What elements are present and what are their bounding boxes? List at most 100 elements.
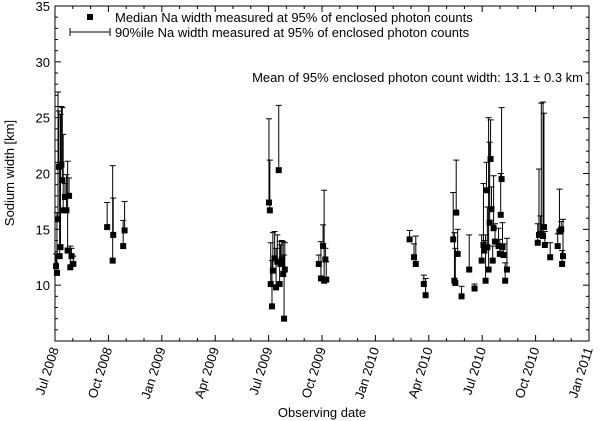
x-tick-label: Jan 2009	[138, 345, 169, 401]
data-point	[482, 277, 489, 284]
y-tick-label: 20	[36, 167, 50, 182]
data-point	[276, 281, 283, 288]
data-point	[489, 257, 496, 264]
axis-ticks	[54, 5, 590, 342]
x-tick-label: Oct 2008	[85, 345, 116, 400]
data-point	[560, 253, 567, 260]
data-point	[490, 225, 497, 232]
mean-annotation: Mean of 95% enclosed photon count width:…	[252, 70, 583, 85]
data-point	[278, 256, 285, 263]
data-point	[483, 187, 490, 194]
data-point	[109, 257, 116, 264]
data-point	[458, 293, 465, 300]
data-point	[56, 253, 63, 260]
data-point	[271, 255, 278, 262]
data-point	[452, 279, 459, 286]
data-point	[488, 206, 495, 213]
data-point	[540, 224, 547, 231]
data-point	[559, 260, 566, 267]
data-point	[273, 284, 280, 291]
data-point	[420, 281, 427, 288]
data-point	[481, 247, 488, 254]
data-point	[558, 226, 565, 233]
data-point	[281, 266, 288, 273]
data-point	[59, 177, 66, 184]
data-point	[547, 254, 554, 261]
x-tick-label: Apr 2010	[405, 345, 436, 400]
data-series	[53, 91, 567, 322]
data-point	[265, 199, 272, 206]
data-point	[499, 244, 506, 251]
data-point	[64, 247, 71, 254]
data-point	[266, 207, 273, 214]
data-point	[412, 260, 419, 267]
data-point	[502, 277, 509, 284]
data-point	[486, 219, 493, 226]
data-point	[406, 236, 413, 243]
y-tick-label: 25	[36, 111, 50, 126]
x-tick-label: Oct 2009	[298, 345, 329, 400]
data-point	[454, 250, 461, 257]
data-point	[323, 276, 330, 283]
x-tick-label: Jan 2010	[351, 345, 382, 401]
plot-frame	[54, 5, 590, 342]
data-point	[53, 269, 60, 276]
data-point	[55, 216, 62, 223]
data-point	[70, 260, 77, 267]
legend-entry-median: Median Na width measured at 95% of enclo…	[115, 10, 473, 25]
y-tick-label: 30	[36, 55, 50, 70]
data-point	[60, 207, 67, 214]
data-point	[495, 243, 502, 250]
x-tick-label: Jul 2008	[32, 345, 61, 396]
data-point	[466, 266, 473, 273]
y-axis-title: Sodium width [km]	[2, 120, 17, 226]
data-point	[498, 176, 505, 183]
data-point	[541, 241, 548, 248]
data-point	[534, 239, 541, 246]
data-point	[554, 243, 561, 250]
data-point	[63, 207, 70, 214]
data-point	[275, 167, 282, 174]
data-point	[484, 244, 491, 251]
data-point	[121, 227, 128, 234]
data-point	[269, 267, 276, 274]
data-point	[500, 252, 507, 259]
data-point	[277, 260, 284, 267]
data-point	[267, 281, 274, 288]
data-point	[471, 285, 478, 292]
data-point	[66, 192, 73, 199]
x-tick-label: Jul 2009	[246, 345, 275, 396]
data-point	[411, 254, 418, 261]
x-tick-labels: Jul 2008 Oct 2008 Jan 2009 Apr 2009 Jul 2009…	[32, 345, 595, 401]
data-point	[280, 271, 287, 277]
data-point	[281, 315, 288, 322]
data-point	[497, 211, 504, 218]
legend: Median Na width measured at 95% of enclo…	[69, 10, 473, 40]
data-point	[487, 155, 494, 162]
y-tick-label: 10	[36, 278, 50, 293]
data-point	[492, 238, 499, 245]
data-point	[480, 241, 487, 248]
data-point	[53, 263, 60, 270]
data-point	[478, 257, 485, 264]
data-point	[268, 303, 275, 310]
data-point	[453, 209, 460, 216]
data-point	[540, 233, 547, 240]
y-tick-label: 15	[36, 222, 50, 237]
x-tick-label: Apr 2009	[191, 345, 222, 400]
data-point	[450, 236, 457, 243]
y-tick-label: 35	[36, 0, 50, 14]
data-point	[57, 244, 64, 251]
legend-square-marker	[87, 14, 93, 20]
data-point	[503, 266, 510, 273]
x-tick-label: Oct 2010	[512, 345, 543, 400]
data-point	[320, 243, 327, 250]
data-point	[274, 258, 281, 265]
data-point	[61, 193, 68, 200]
data-point	[317, 275, 324, 282]
data-point	[120, 243, 127, 250]
data-point	[322, 256, 329, 263]
y-tick-labels: 10 15 20 25 30 35	[36, 0, 50, 293]
data-point	[110, 231, 117, 238]
